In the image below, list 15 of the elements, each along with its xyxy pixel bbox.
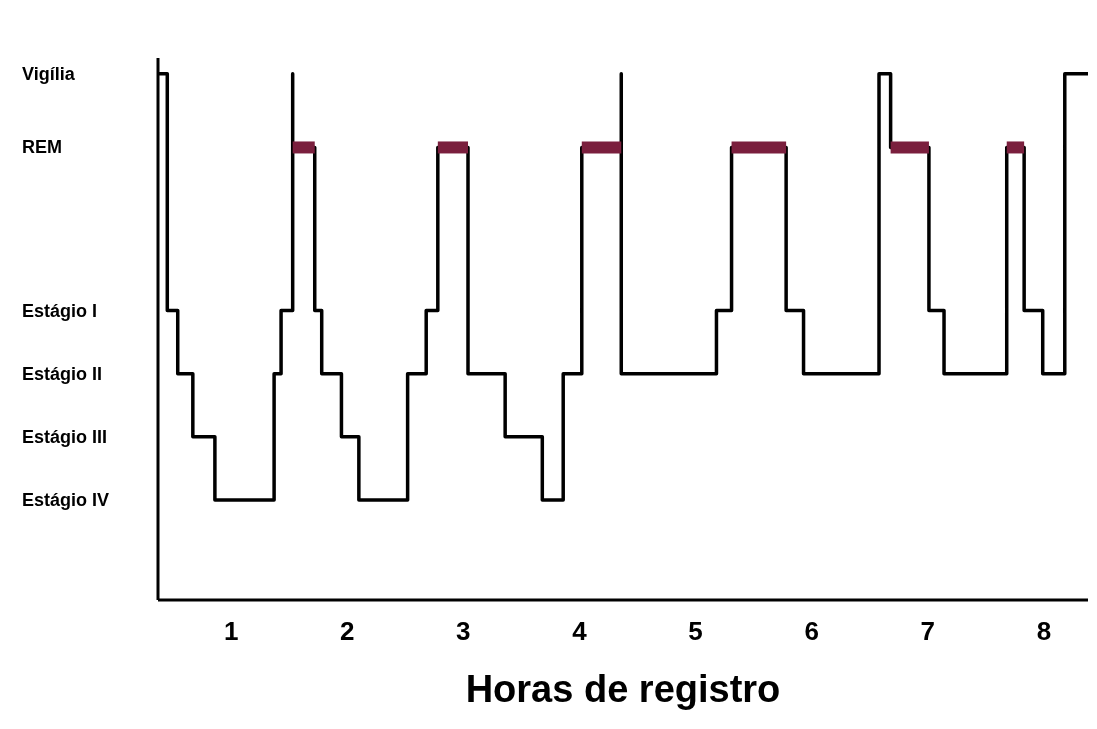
text: Estágio I [22,300,98,321]
x-tick-label: 3 [456,616,471,647]
x-tick-label: 2 [340,616,355,647]
x-tick-label: 8 [1036,616,1052,647]
x-tick-label: 5 [688,616,703,647]
x-tick-label: 6 [804,616,819,647]
x-tick-label: 7 [920,616,936,647]
text: Estágio III [22,426,108,447]
text: REM [22,137,62,158]
text: Vigília [22,63,76,84]
text: Estágio II [22,363,103,384]
x-tick-label: 4 [572,616,588,647]
text: Estágio IV [22,490,110,511]
x-axis-title: Horas de registro [465,668,781,710]
x-tick-label: 1 [223,616,239,647]
